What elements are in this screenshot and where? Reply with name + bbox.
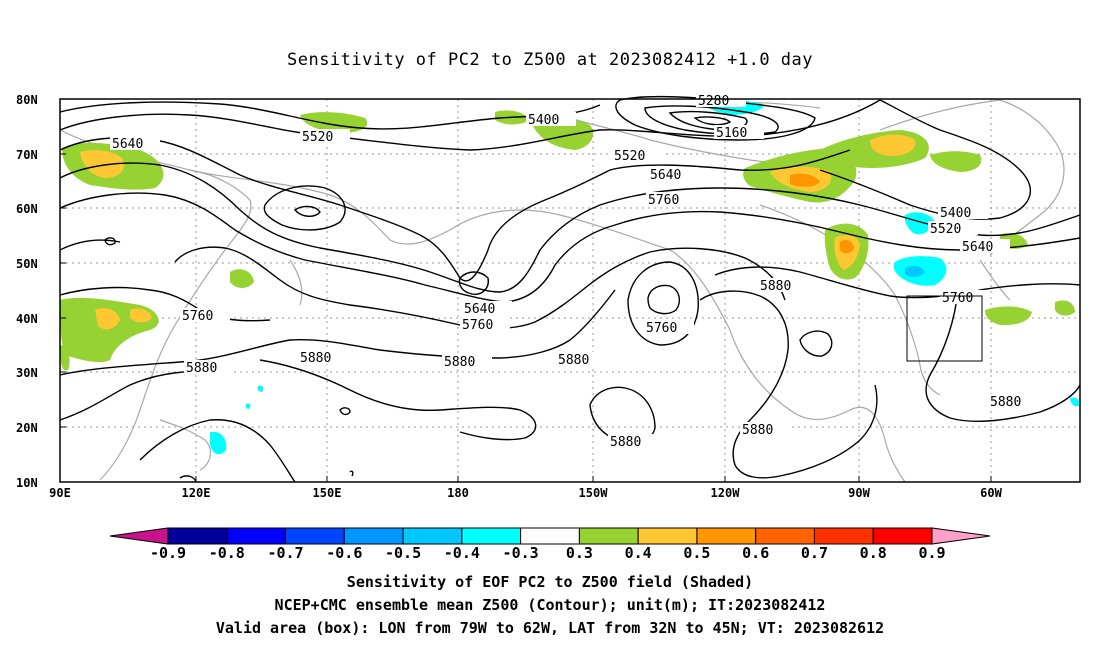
lat-tick-label: 70N xyxy=(16,148,38,162)
colorbar-tick-label: -0.4 xyxy=(444,544,480,562)
colorbar: -0.9 -0.8 -0.7 -0.6 -0.5 -0.4 -0.3 0.3 0.4 0.5 0.6… xyxy=(109,527,991,562)
lon-tick-label: 180 xyxy=(447,486,469,500)
lat-tick-label: 80N xyxy=(16,93,38,107)
colorbar-tick-label: -0.8 xyxy=(209,544,245,562)
colorbar-tick-label: 0.9 xyxy=(918,544,945,562)
lat-tick-label: 10N xyxy=(16,476,38,490)
contour-label: 5880 xyxy=(610,435,641,450)
valid-area-box xyxy=(906,295,983,362)
lat-tick-label: 50N xyxy=(16,257,38,271)
contour-label: 5640 xyxy=(650,168,681,183)
contour-label: 5880 xyxy=(742,423,773,438)
colorbar-box xyxy=(755,527,815,545)
contour-label: 5520 xyxy=(614,149,645,164)
colorbar-tick-label: -0.5 xyxy=(385,544,421,562)
colorbar-tick-label: 0.5 xyxy=(683,544,710,562)
contour-label: 5760 xyxy=(942,291,973,306)
lat-tick-label: 20N xyxy=(16,421,38,435)
colorbar-tick-label: -0.6 xyxy=(326,544,362,562)
map-frame xyxy=(59,98,1081,483)
contour-label: 5760 xyxy=(646,321,677,336)
colorbar-box xyxy=(872,527,933,545)
colorbar-box xyxy=(578,527,639,545)
contour-label: 5880 xyxy=(444,355,475,370)
lon-tick-label: 120E xyxy=(182,486,211,500)
contour-label: 5280 xyxy=(698,94,729,109)
contour-label: 5880 xyxy=(558,353,589,368)
coastlines xyxy=(59,99,1065,483)
colorbar-box xyxy=(461,527,522,545)
contour-label: 5520 xyxy=(302,130,333,145)
colorbar-tick-label: 0.3 xyxy=(566,544,593,562)
contour-label: 5880 xyxy=(760,279,791,294)
lon-tick-label: 120W xyxy=(711,486,741,500)
colorbar-tick-label: 0.8 xyxy=(860,544,887,562)
contour-label: 5520 xyxy=(930,222,961,237)
colorbar-box xyxy=(285,527,345,545)
contour-label: 5760 xyxy=(462,318,493,333)
colorbar-tick-label: -0.9 xyxy=(150,544,186,562)
footnote-line-1: Sensitivity of EOF PC2 to Z500 field (Sh… xyxy=(346,573,754,591)
lat-tick-label: 40N xyxy=(16,312,38,326)
colorbar-box xyxy=(696,527,757,545)
colorbar-box xyxy=(167,527,228,545)
contour-label: 5880 xyxy=(990,395,1021,410)
lon-tick-label: 90E xyxy=(49,486,71,500)
contour-labels: 5280 5160 5400 5520 5640 5520 5640 5760 … xyxy=(110,93,1038,450)
colorbar-tick-label: 0.4 xyxy=(625,544,652,562)
colorbar-box xyxy=(813,527,874,545)
tick-marks xyxy=(60,98,992,483)
colorbar-high-triangle xyxy=(931,527,991,545)
colorbar-low-triangle xyxy=(109,527,169,545)
contour-label: 5400 xyxy=(528,113,559,128)
contour-label: 5160 xyxy=(716,126,747,141)
contour-label: 5640 xyxy=(112,137,143,152)
lat-tick-label: 60N xyxy=(16,202,38,216)
colorbar-box xyxy=(226,527,287,545)
map-background xyxy=(60,99,1080,482)
contour-label: 5880 xyxy=(186,361,217,376)
latitude-labels: 80N 70N 60N 50N 40N 30N 20N 10N xyxy=(16,93,38,490)
longitude-labels: 90E 120E 150E 180 150W 120W 90W 60W xyxy=(49,486,1002,500)
colorbar-box xyxy=(520,527,580,545)
contour-label: 5760 xyxy=(648,193,679,208)
lon-tick-label: 150E xyxy=(313,486,342,500)
contour-label: 5640 xyxy=(962,240,993,255)
contour-label: 5880 xyxy=(300,351,331,366)
colorbar-tick-label: 0.7 xyxy=(801,544,828,562)
colorbar-tick-label: -0.7 xyxy=(267,544,303,562)
contour-label: 5640 xyxy=(464,302,495,317)
footnote-line-2: NCEP+CMC ensemble mean Z500 (Contour); u… xyxy=(274,596,826,614)
colorbar-tick-label: -0.3 xyxy=(503,544,539,562)
lon-tick-label: 60W xyxy=(980,486,1002,500)
colorbar-box xyxy=(343,527,404,545)
lon-tick-label: 90W xyxy=(848,486,870,500)
sensitivity-shading xyxy=(60,99,1080,455)
footnote-line-3: Valid area (box): LON from 79W to 62W, L… xyxy=(215,619,885,637)
plot-title: Sensitivity of PC2 to Z500 at 2023082412… xyxy=(286,50,813,70)
lon-tick-label: 150W xyxy=(579,486,609,500)
contour-label: 5760 xyxy=(182,309,213,324)
colorbar-box xyxy=(402,527,463,545)
colorbar-tick-label: 0.6 xyxy=(742,544,769,562)
lat-tick-label: 30N xyxy=(16,366,38,380)
colorbar-box xyxy=(637,527,698,545)
contour-label: 5400 xyxy=(940,206,971,221)
